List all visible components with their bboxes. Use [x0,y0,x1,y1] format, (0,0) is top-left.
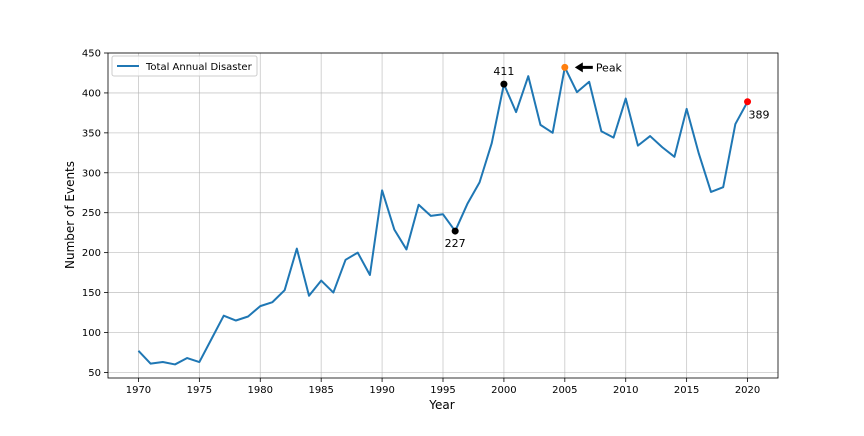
y-tick-label: 200 [82,248,101,259]
plot-frame [107,52,779,379]
y-tick-label: 350 [82,128,101,139]
y-tick-label: 150 [82,288,101,299]
annotation-marker [500,80,508,88]
y-axis-label: Number of Events [63,161,77,269]
x-tick-label: 1985 [308,385,333,396]
series-layer [137,66,749,366]
x-tick-label: 1995 [430,385,455,396]
legend: Total Annual Disaster [111,55,258,77]
x-tick-label: 1990 [369,385,394,396]
y-tick-label: 450 [82,49,101,60]
x-tick-label: 2010 [613,385,638,396]
y-tick-label: 50 [88,368,101,379]
annotation-label: 227 [445,237,466,250]
annotation-marker [744,98,752,106]
legend-box [111,55,258,77]
x-tick-label: 2020 [735,385,760,396]
annotation-marker [561,63,569,71]
annotation-marker [451,227,459,235]
x-tick-label: 1980 [248,385,273,396]
y-tick-label: 250 [82,208,101,219]
y-tick-label: 400 [82,88,101,99]
annotation-layer: 411 227 389 Peak [445,61,770,250]
y-tick-label: 100 [82,328,101,339]
peak-arrow-head [574,62,583,73]
axes-layer: 1970 1975 1980 1985 1990 1995 2000 2005 2010 2015… [82,49,779,396]
x-tick-label: 2005 [552,385,577,396]
y-tick-label: 300 [82,168,101,179]
peak-label: Peak [596,61,623,74]
x-tick-label: 1970 [126,385,151,396]
x-tick-label: 2000 [491,385,516,396]
annotation-label: 389 [749,109,770,122]
grid-layer [108,52,778,378]
x-tick-label: 2015 [674,385,699,396]
series-line [137,66,749,366]
annotation-label: 411 [493,65,514,78]
x-axis-label: Year [428,398,454,412]
legend-label: Total Annual Disaster [145,62,253,73]
x-tick-label: 1975 [187,385,212,396]
